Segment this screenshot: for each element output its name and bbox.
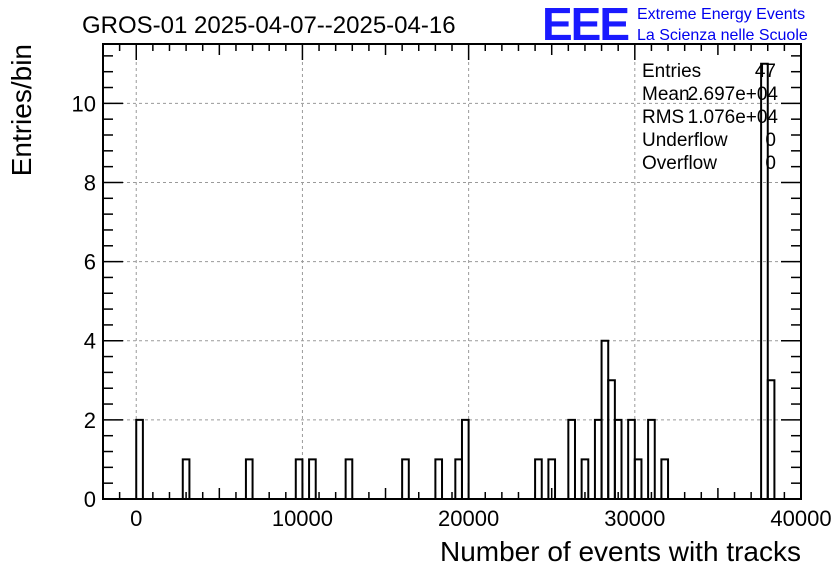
stats-rms-label: RMS — [642, 107, 684, 128]
stats-underflow-label: Underflow — [642, 130, 728, 151]
axis-ticks — [102, 44, 802, 500]
x-tick-label-2: 20000 — [438, 506, 499, 531]
y-tick-label-2: 4 — [84, 329, 96, 354]
y-tick-label-5: 10 — [72, 91, 96, 116]
stats-rms-value: 1.076e+04 — [688, 107, 779, 128]
histogram-bar-11 — [547, 458, 557, 499]
stats-underflow-value: 0 — [765, 130, 776, 151]
histogram-bar-10 — [534, 458, 543, 499]
y-tick-label-0: 0 — [84, 487, 96, 512]
x-tick-label-4: 40000 — [770, 506, 831, 531]
y-tick-label-3: 6 — [84, 250, 96, 275]
stats-overflow-label: Overflow — [642, 153, 717, 174]
histogram-bar-23 — [766, 379, 776, 499]
eee-logo-mark: EEE — [542, 0, 628, 50]
histogram-bar-2 — [244, 458, 254, 499]
histogram-bar-21 — [660, 458, 670, 499]
histogram-bar-1 — [181, 458, 191, 499]
stats-entries-value: 47 — [755, 61, 776, 82]
stats-overflow-value: 0 — [765, 153, 776, 174]
histogram-bar-22 — [760, 62, 769, 499]
histogram-bar-12 — [567, 418, 576, 499]
stats-box: Entries 47 Mean 2.697e+04 RMS 1.076e+04 … — [642, 61, 778, 174]
x-tick-label-3: 30000 — [604, 506, 665, 531]
x-tick-label-0: 0 — [130, 506, 142, 531]
x-tick-label-1: 10000 — [272, 506, 333, 531]
stats-mean-value: 2.697e+04 — [688, 84, 779, 105]
histogram-bar-5 — [344, 458, 354, 499]
histogram-bar-13 — [580, 458, 590, 499]
histogram-bar-4 — [308, 458, 317, 499]
eee-logo-line1: Extreme Energy Events — [637, 6, 805, 23]
y-tick-label-1: 2 — [84, 408, 96, 433]
histogram-bar-6 — [401, 458, 410, 499]
eee-logo: EEE Extreme Energy Events La Scienza nel… — [542, 0, 808, 50]
y-axis-title: Entries/bin — [6, 44, 37, 176]
histogram-bars — [135, 62, 776, 499]
histogram-bar-3 — [294, 458, 304, 499]
histogram-bar-0 — [135, 418, 144, 499]
histogram-bar-9 — [460, 418, 470, 499]
histogram-bar-19 — [633, 458, 643, 499]
y-tick-label-4: 8 — [84, 170, 96, 195]
tick-labels: 0 10000 20000 30000 40000 0 2 4 6 8 10 — [72, 91, 832, 531]
stats-mean-label: Mean — [642, 84, 690, 105]
stats-entries-label: Entries — [642, 61, 701, 82]
histogram-bar-7 — [434, 458, 444, 499]
chart-title: GROS-01 2025-04-07--2025-04-16 — [82, 12, 456, 39]
histogram-bar-17 — [613, 418, 623, 499]
histogram-bar-20 — [647, 418, 656, 499]
x-axis-title: Number of events with tracks — [440, 536, 801, 567]
eee-logo-line2: La Scienza nelle Scuole — [637, 27, 808, 44]
